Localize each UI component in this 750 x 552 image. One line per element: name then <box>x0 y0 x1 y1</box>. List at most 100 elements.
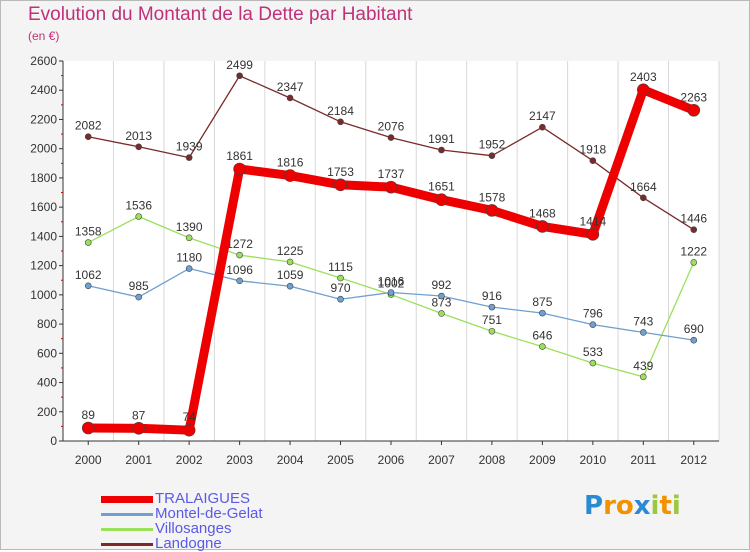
x-tick-label: 2008 <box>479 453 506 467</box>
legend-swatch <box>101 528 153 531</box>
data-label: 1861 <box>226 149 253 163</box>
data-label: 751 <box>482 313 502 327</box>
y-tick-label: 2000 <box>30 142 57 156</box>
data-point <box>690 226 698 233</box>
legend-item-landogne: Landogne <box>101 535 351 552</box>
data-point <box>488 303 496 311</box>
data-label: 985 <box>129 279 149 293</box>
data-point <box>387 134 395 141</box>
data-point <box>233 162 246 176</box>
data-point <box>135 213 142 220</box>
data-label: 1180 <box>176 251 202 265</box>
y-tick-label: 0 <box>50 434 57 448</box>
data-label: 1059 <box>277 268 304 282</box>
data-point <box>286 282 294 290</box>
data-label: 875 <box>532 295 552 309</box>
data-point <box>384 180 398 194</box>
data-point <box>135 143 142 151</box>
data-label: 1446 <box>680 212 707 226</box>
data-point <box>488 152 496 160</box>
data-point <box>687 103 701 117</box>
data-point <box>640 373 647 381</box>
data-point <box>438 292 445 300</box>
data-label: 2076 <box>378 120 405 134</box>
y-tick-label: 200 <box>37 405 57 419</box>
unit-label: (en €) <box>28 29 60 43</box>
legend-item-montel-de-gelat: Montel-de-Gelat <box>101 505 351 522</box>
y-tick-label: 2600 <box>30 54 57 68</box>
data-point <box>81 421 95 435</box>
x-tick-label: 2003 <box>226 453 253 467</box>
x-tick-label: 2002 <box>176 453 203 467</box>
data-point <box>337 118 344 126</box>
data-point <box>536 220 549 233</box>
data-label: 2013 <box>125 129 152 143</box>
y-tick-label: 1600 <box>30 200 57 214</box>
data-label: 87 <box>132 408 146 422</box>
data-point <box>185 154 193 161</box>
logo-letter: o <box>615 491 634 521</box>
data-point <box>539 343 546 350</box>
data-label: 1816 <box>277 156 304 170</box>
y-tick-label: 2200 <box>30 112 57 126</box>
data-label: 1222 <box>680 244 707 258</box>
data-label: 2499 <box>226 58 253 72</box>
data-label: 1414 <box>579 214 606 228</box>
data-label: 1578 <box>479 190 506 204</box>
data-label: 89 <box>82 408 96 422</box>
data-point <box>135 293 142 301</box>
data-label: 1016 <box>378 275 405 289</box>
logo-letter: P <box>584 491 604 521</box>
logo-letter: i <box>671 491 681 521</box>
data-label: 1390 <box>176 220 203 234</box>
data-label: 2403 <box>630 70 657 84</box>
data-point <box>488 327 496 335</box>
logo-letter: x <box>633 491 651 521</box>
data-label: 1918 <box>579 143 606 157</box>
x-tick-label: 2005 <box>327 453 354 467</box>
data-point <box>84 282 92 290</box>
data-point <box>539 123 546 131</box>
x-tick-label: 2004 <box>277 453 304 467</box>
chart-title: Evolution du Montant de la Dette par Hab… <box>28 4 413 25</box>
data-point <box>586 228 600 241</box>
data-label: 992 <box>431 278 451 292</box>
x-tick-label: 2006 <box>378 453 405 467</box>
data-point <box>589 359 597 367</box>
data-point <box>132 421 145 435</box>
x-tick-label: 2010 <box>579 453 606 467</box>
x-tick-label: 2000 <box>75 453 102 467</box>
data-label: 1939 <box>176 140 203 154</box>
data-label: 1062 <box>75 268 102 282</box>
data-point <box>438 310 445 317</box>
data-point <box>182 423 196 437</box>
data-label: 1272 <box>226 237 253 251</box>
x-tick-label: 2007 <box>428 453 455 467</box>
data-point <box>236 277 243 285</box>
data-label: 1358 <box>75 225 102 239</box>
data-label: 2263 <box>680 90 707 104</box>
data-point <box>589 321 597 328</box>
data-label: 916 <box>482 289 502 303</box>
data-point <box>690 336 698 344</box>
data-label: 873 <box>431 295 451 309</box>
data-point <box>485 204 499 217</box>
data-label: 1952 <box>479 138 506 152</box>
legend-label: Montel-de-Gelat <box>155 505 263 522</box>
data-point <box>236 251 243 259</box>
legend-swatch <box>101 496 153 503</box>
data-point <box>337 274 344 282</box>
data-point <box>435 193 448 206</box>
data-point <box>640 194 647 202</box>
proxiti-logo: Proxiti <box>584 491 681 521</box>
data-label: 743 <box>633 314 653 328</box>
legend-label: Villosanges <box>155 520 232 537</box>
data-label: 1651 <box>428 180 455 194</box>
y-tick-label: 400 <box>37 376 57 390</box>
data-label: 970 <box>331 281 351 295</box>
data-label: 1096 <box>226 263 253 277</box>
logo-letter: r <box>603 491 616 521</box>
legend-swatch <box>101 543 153 546</box>
data-point <box>286 258 294 266</box>
